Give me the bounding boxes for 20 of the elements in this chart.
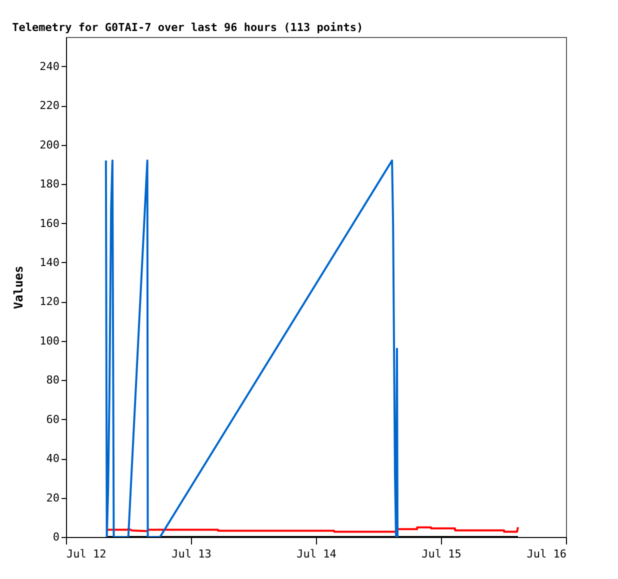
y-tick-label: 220 [40,99,60,112]
y-tick-label: 120 [40,295,60,308]
x-tick-label: Jul 16 [526,548,566,560]
chart-title: Telemetry for G0TAI-7 over last 96 hours (113 points) [12,21,364,34]
y-tick-label: 20 [46,491,60,504]
y-tick-label: 200 [40,138,60,152]
y-tick-label: 180 [40,178,60,191]
x-tick-label: Jul 13 [172,548,212,560]
y-tick-label: 80 [46,374,60,387]
y-tick-label: 240 [40,60,60,73]
x-tick-label: Jul 12 [66,548,106,560]
y-tick-label: 140 [40,256,60,269]
x-tick-label: Jul 15 [422,548,462,560]
y-tick-label: 0 [52,530,60,544]
y-tick-label: 160 [40,216,60,230]
x-tick-label: Jul 14 [296,548,337,560]
y-tick-label: 60 [46,412,60,426]
y-tick-label: 100 [40,334,60,348]
y-axis-title: Values [12,266,26,310]
y-tick-label: 40 [46,452,60,466]
